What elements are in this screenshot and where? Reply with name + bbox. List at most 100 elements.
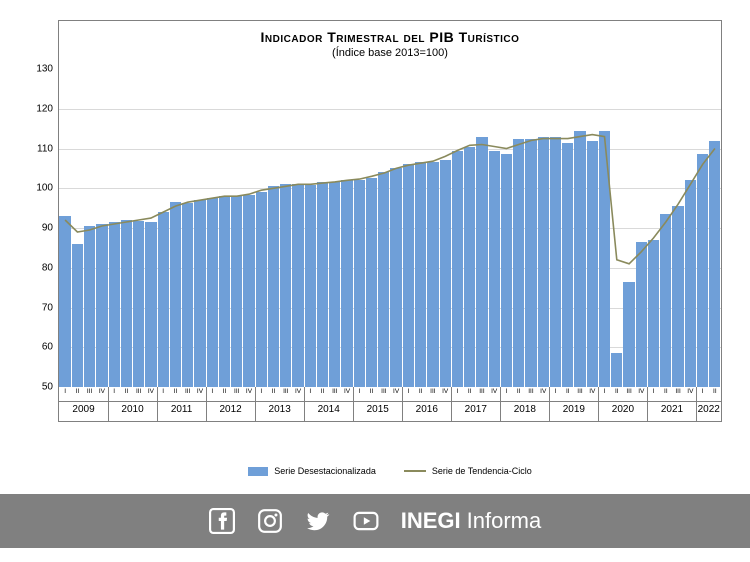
youtube-icon[interactable] [353,508,379,534]
x-tick-year: 2010 [108,404,157,415]
chart-bar [623,282,634,387]
chart-bar [697,154,708,387]
x-tick-quarter: II [316,388,328,395]
x-tick-quarter: IV [537,388,549,395]
chart-bar [709,141,720,387]
x-tick-quarter: IV [243,388,255,395]
x-tick-quarter: II [120,388,132,395]
x-tick-quarter: I [500,388,512,395]
chart-bar [329,182,340,387]
chart-bar [538,137,549,387]
chart-bar [648,240,659,387]
x-tick-quarter: IV [292,388,304,395]
chart-bar [501,154,512,387]
x-tick-quarter: II [611,388,623,395]
x-tick-quarter: II [218,388,230,395]
x-tick-quarter: III [623,388,635,395]
footer-bar: INEGI Informa [0,494,750,548]
x-tick-quarter: III [672,388,684,395]
x-axis-band: IIIIIIIV2009IIIIIIIV2010IIIIIIIV2011IIII… [59,387,721,421]
x-tick-year: 2016 [402,404,451,415]
twitter-icon[interactable] [305,508,331,534]
x-tick-quarter: III [133,388,145,395]
x-tick-quarter: IV [635,388,647,395]
x-tick-year: 2009 [59,404,108,415]
x-tick-quarter: III [231,388,243,395]
x-tick-quarter: III [84,388,96,395]
x-tick-quarter: II [169,388,181,395]
footer-brand-light: Informa [467,508,542,534]
chart-bar [133,221,144,387]
x-tick-quarter: II [513,388,525,395]
chart-bar [341,180,352,387]
x-tick-quarter: I [402,388,414,395]
y-tick-label: 100 [23,183,53,194]
chart-bar [390,168,401,387]
x-tick-year: 2019 [549,404,598,415]
x-tick-quarter: IV [684,388,696,395]
x-tick-quarter: I [206,388,218,395]
legend-label-trend: Serie de Tendencia-Ciclo [432,466,532,476]
x-tick-quarter: IV [341,388,353,395]
chart-bar [452,151,463,388]
x-tick-quarter: I [157,388,169,395]
chart-bar [672,206,683,387]
chart-bar [317,182,328,387]
chart-bar [685,180,696,387]
y-tick-label: 60 [23,342,53,353]
chart-bar [219,196,230,387]
chart-bar [562,143,573,387]
chart-bar [158,212,169,387]
legend-swatch-bar [248,467,268,476]
x-tick-quarter: II [660,388,672,395]
x-tick-quarter: I [451,388,463,395]
x-band-divider [59,401,721,402]
legend-item-bars: Serie Desestacionalizada [248,466,376,476]
chart-bar [587,141,598,387]
x-tick-year: 2018 [500,404,549,415]
y-tick-label: 110 [23,143,53,154]
chart-bar [207,198,218,387]
x-tick-year: 2012 [206,404,255,415]
chart-bar [440,160,451,387]
x-tick-year: 2022 [696,404,721,415]
facebook-icon[interactable] [209,508,235,534]
y-tick-label: 130 [23,64,53,75]
chart-bar [84,226,95,387]
instagram-icon[interactable] [257,508,283,534]
x-tick-quarter: I [255,388,267,395]
chart-bar [145,222,156,387]
x-tick-quarter: II [464,388,476,395]
chart-bar [550,137,561,387]
chart-bar [256,192,267,387]
x-tick-quarter: III [280,388,292,395]
chart-bar [403,164,414,387]
chart-bar [464,147,475,387]
chart-bar [378,172,389,387]
chart-bar [96,224,107,387]
x-tick-quarter: I [696,388,708,395]
chart-bar [305,185,316,387]
x-tick-quarter: II [71,388,83,395]
footer-brand-bold: INEGI [401,508,461,534]
x-tick-quarter: IV [488,388,500,395]
footer-brand: INEGI Informa [401,508,542,534]
x-tick-quarter: III [182,388,194,395]
x-tick-quarter: III [525,388,537,395]
legend: Serie Desestacionalizada Serie de Tenden… [58,466,722,476]
x-tick-quarter: IV [586,388,598,395]
x-tick-year: 2020 [598,404,647,415]
x-tick-quarter: I [59,388,71,395]
x-tick-quarter: III [378,388,390,395]
chart-bar [415,162,426,387]
legend-label-bars: Serie Desestacionalizada [274,466,376,476]
chart-bar [599,131,610,387]
x-tick-quarter: IV [96,388,108,395]
chart-bar [268,186,279,387]
chart-bar [243,195,254,387]
chart-bar [182,203,193,387]
x-tick-quarter: II [562,388,574,395]
x-tick-quarter: I [108,388,120,395]
y-tick-label: 70 [23,302,53,313]
x-tick-quarter: I [647,388,659,395]
